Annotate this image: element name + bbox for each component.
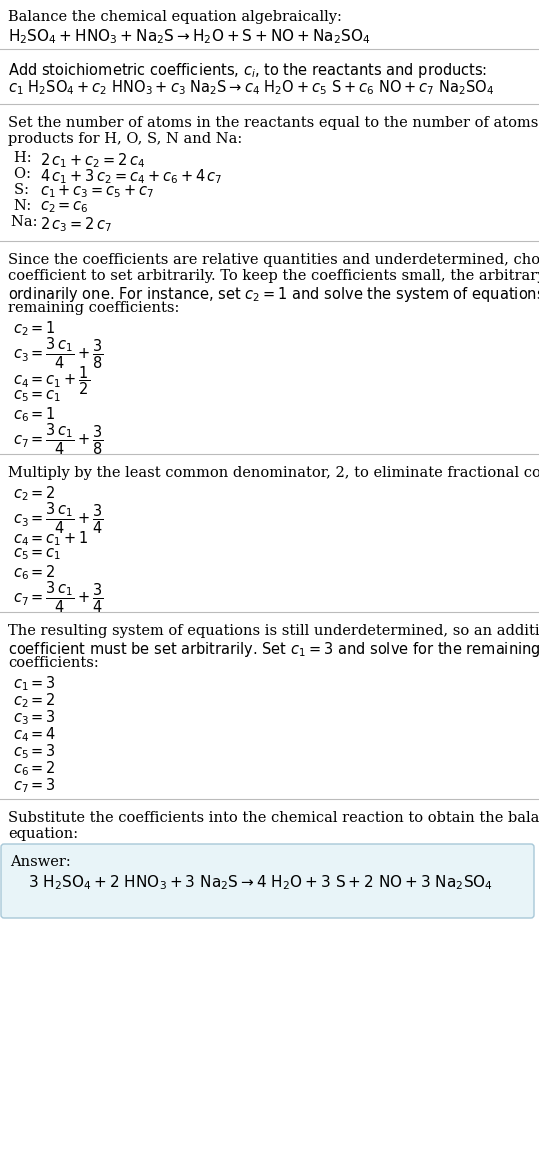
Text: products for H, O, S, N and Na:: products for H, O, S, N and Na: (8, 132, 242, 146)
Text: $c_7 = \dfrac{3\,c_1}{4} + \dfrac{3}{8}$: $c_7 = \dfrac{3\,c_1}{4} + \dfrac{3}{8}$ (13, 422, 103, 457)
Text: $c_7 = 3$: $c_7 = 3$ (13, 776, 56, 794)
Text: The resulting system of equations is still underdetermined, so an additional: The resulting system of equations is sti… (8, 624, 539, 638)
FancyBboxPatch shape (1, 844, 534, 918)
Text: remaining coefficients:: remaining coefficients: (8, 302, 179, 315)
Text: $c_1 = 3$: $c_1 = 3$ (13, 674, 56, 693)
Text: Answer:: Answer: (10, 855, 71, 869)
Text: $c_1 + c_3 = c_5 + c_7$: $c_1 + c_3 = c_5 + c_7$ (40, 183, 155, 200)
Text: $4\,c_1 + 3\,c_2 = c_4 + c_6 + 4\,c_7$: $4\,c_1 + 3\,c_2 = c_4 + c_6 + 4\,c_7$ (40, 167, 223, 185)
Text: $c_2 = 1$: $c_2 = 1$ (13, 319, 56, 337)
Text: $c_3 = \dfrac{3\,c_1}{4} + \dfrac{3}{8}$: $c_3 = \dfrac{3\,c_1}{4} + \dfrac{3}{8}$ (13, 336, 103, 372)
Text: coefficient to set arbitrarily. To keep the coefficients small, the arbitrary va: coefficient to set arbitrarily. To keep … (8, 269, 539, 283)
Text: $c_6 = 1$: $c_6 = 1$ (13, 405, 56, 424)
Text: $c_5 = c_1$: $c_5 = c_1$ (13, 546, 61, 562)
Text: $c_7 = \dfrac{3\,c_1}{4} + \dfrac{3}{4}$: $c_7 = \dfrac{3\,c_1}{4} + \dfrac{3}{4}$ (13, 580, 103, 616)
Text: Na:: Na: (11, 215, 42, 229)
Text: Since the coefficients are relative quantities and underdetermined, choose a: Since the coefficients are relative quan… (8, 253, 539, 267)
Text: $c_5 = 3$: $c_5 = 3$ (13, 742, 56, 761)
Text: $c_4 = c_1 + 1$: $c_4 = c_1 + 1$ (13, 529, 89, 548)
Text: $c_3 = 3$: $c_3 = 3$ (13, 708, 56, 726)
Text: $c_6 = 2$: $c_6 = 2$ (13, 759, 56, 778)
Text: $c_2 = 2$: $c_2 = 2$ (13, 485, 56, 503)
Text: $c_2 = 2$: $c_2 = 2$ (13, 691, 56, 710)
Text: O:: O: (14, 167, 36, 181)
Text: Substitute the coefficients into the chemical reaction to obtain the balanced: Substitute the coefficients into the che… (8, 811, 539, 825)
Text: coefficients:: coefficients: (8, 656, 99, 670)
Text: $2\,c_3 = 2\,c_7$: $2\,c_3 = 2\,c_7$ (40, 215, 112, 234)
Text: Set the number of atoms in the reactants equal to the number of atoms in the: Set the number of atoms in the reactants… (8, 116, 539, 130)
Text: equation:: equation: (8, 828, 78, 841)
Text: $c_6 = 2$: $c_6 = 2$ (13, 563, 56, 581)
Text: $c_5 = c_1$: $c_5 = c_1$ (13, 388, 61, 404)
Text: $c_4 = 4$: $c_4 = 4$ (13, 725, 57, 744)
Text: $c_4 = c_1 + \dfrac{1}{2}$: $c_4 = c_1 + \dfrac{1}{2}$ (13, 364, 90, 397)
Text: N:: N: (14, 199, 36, 213)
Text: Multiply by the least common denominator, 2, to eliminate fractional coefficient: Multiply by the least common denominator… (8, 466, 539, 480)
Text: $c_1\ \mathrm{H_2SO_4} + c_2\ \mathrm{HNO_3} + c_3\ \mathrm{Na_2S} \rightarrow c: $c_1\ \mathrm{H_2SO_4} + c_2\ \mathrm{HN… (8, 78, 494, 97)
Text: ordinarily one. For instance, set $c_2 = 1$ and solve the system of equations fo: ordinarily one. For instance, set $c_2 =… (8, 285, 539, 304)
Text: $\mathrm{H_2SO_4 + HNO_3 + Na_2S} \rightarrow \mathrm{H_2O + S + NO + Na_2SO_4}$: $\mathrm{H_2SO_4 + HNO_3 + Na_2S} \right… (8, 26, 370, 46)
Text: $c_2 = c_6$: $c_2 = c_6$ (40, 199, 89, 215)
Text: $2\,c_1 + c_2 = 2\,c_4$: $2\,c_1 + c_2 = 2\,c_4$ (40, 151, 145, 169)
Text: Add stoichiometric coefficients, $c_i$, to the reactants and products:: Add stoichiometric coefficients, $c_i$, … (8, 61, 487, 81)
Text: $3\ \mathrm{H_2SO_4} + 2\ \mathrm{HNO_3} + 3\ \mathrm{Na_2S} \rightarrow 4\ \mat: $3\ \mathrm{H_2SO_4} + 2\ \mathrm{HNO_3}… (28, 872, 493, 892)
Text: S:: S: (14, 183, 33, 197)
Text: Balance the chemical equation algebraically:: Balance the chemical equation algebraica… (8, 10, 342, 24)
Text: coefficient must be set arbitrarily. Set $c_1 = 3$ and solve for the remaining: coefficient must be set arbitrarily. Set… (8, 640, 539, 660)
Text: H:: H: (14, 151, 36, 165)
Text: $c_3 = \dfrac{3\,c_1}{4} + \dfrac{3}{4}$: $c_3 = \dfrac{3\,c_1}{4} + \dfrac{3}{4}$ (13, 501, 103, 536)
